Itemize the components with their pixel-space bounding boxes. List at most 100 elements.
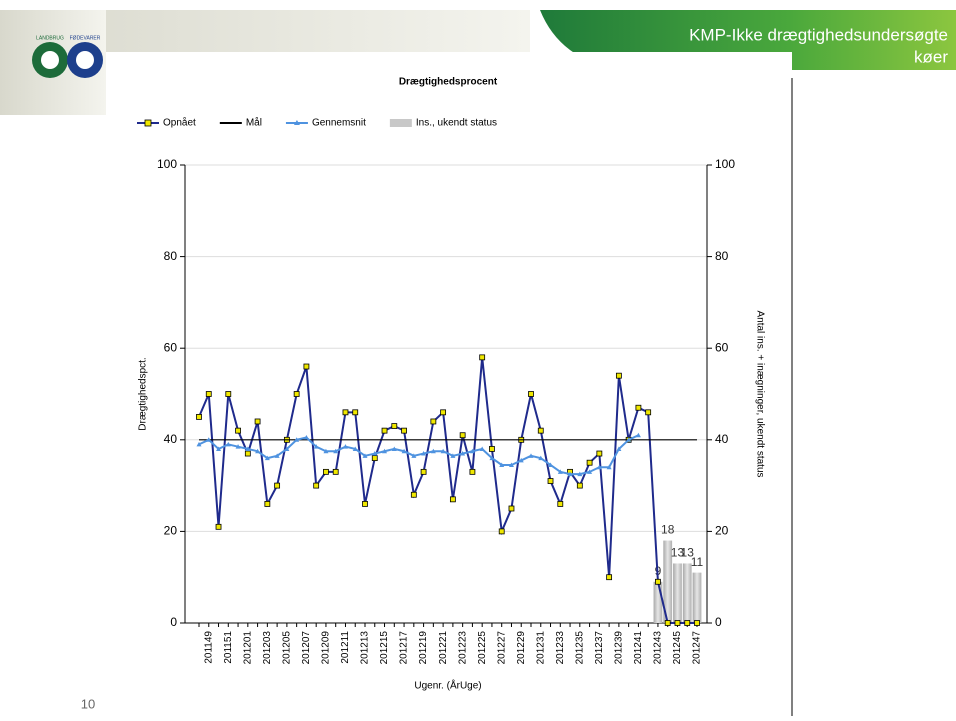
point <box>421 451 427 456</box>
x-tick-label: 201149 <box>203 631 214 664</box>
point <box>381 427 388 434</box>
y2-tick-label: 20 <box>715 524 729 538</box>
point <box>430 418 437 425</box>
x-tick-label: 201201 <box>242 631 253 665</box>
point <box>694 620 700 626</box>
point <box>528 391 534 397</box>
y2-tick-label: 40 <box>715 432 729 446</box>
point <box>489 446 495 452</box>
bar <box>682 563 692 623</box>
point <box>303 363 310 370</box>
point <box>479 354 486 361</box>
point <box>362 501 368 507</box>
x-axis-label: Ugenr. (ÅrUge) <box>414 679 481 692</box>
point <box>547 478 554 484</box>
point <box>576 482 583 489</box>
point <box>548 462 554 467</box>
point <box>616 446 622 451</box>
point <box>244 450 251 457</box>
point <box>635 404 642 411</box>
legend-marker <box>144 119 152 127</box>
x-tick-label: 201217 <box>399 631 410 665</box>
point <box>635 432 641 438</box>
bar-value-label: 18 <box>661 523 675 537</box>
point <box>537 427 544 434</box>
point <box>342 409 349 416</box>
legend-label: Gennemsnit <box>312 118 366 129</box>
y-axis-label: Drægtighedspct. <box>138 357 149 430</box>
point <box>401 427 407 434</box>
point <box>664 620 671 626</box>
point <box>596 464 602 470</box>
point <box>274 453 280 458</box>
point <box>596 450 603 457</box>
point <box>615 372 622 379</box>
bar <box>692 572 702 623</box>
bar-value-label: 11 <box>691 555 704 569</box>
point <box>313 444 319 449</box>
x-tick-label: 201227 <box>496 631 507 665</box>
point <box>440 409 447 416</box>
x-tick-label: 201243 <box>653 631 664 665</box>
y-tick-label: 40 <box>164 432 178 446</box>
line-series <box>198 434 639 476</box>
bar <box>663 540 673 623</box>
x-tick-label: 201229 <box>516 631 527 665</box>
x-tick-label: 201207 <box>301 631 312 665</box>
bar <box>653 581 663 623</box>
point <box>674 620 681 626</box>
page-number: 10 <box>81 696 95 711</box>
point <box>557 501 564 507</box>
point <box>489 455 495 461</box>
logo-circle <box>76 51 94 69</box>
point <box>401 448 407 454</box>
point <box>567 471 573 477</box>
point <box>352 446 358 451</box>
header-title: køer <box>914 47 948 66</box>
point <box>460 451 466 456</box>
x-tick-label: 201215 <box>379 631 390 665</box>
point <box>215 523 222 530</box>
point <box>235 444 241 449</box>
y2-tick-label: 100 <box>715 157 735 171</box>
point <box>205 391 212 397</box>
y-tick-label: 100 <box>157 157 177 171</box>
logo-text: FØDEVARER <box>70 35 101 41</box>
point <box>449 496 456 503</box>
point <box>557 469 563 474</box>
point <box>391 446 397 451</box>
point <box>645 409 652 416</box>
point <box>293 391 300 397</box>
legend-label: Ins., ukendt status <box>416 118 497 129</box>
bar <box>673 563 682 623</box>
point <box>538 455 544 461</box>
point <box>264 455 270 461</box>
y2-tick-label: 80 <box>715 249 729 263</box>
point <box>459 432 466 439</box>
point <box>332 468 339 475</box>
y-tick-label: 60 <box>164 340 178 354</box>
x-tick-label: 201209 <box>321 631 332 665</box>
point <box>342 444 348 449</box>
point <box>333 448 339 454</box>
line-series <box>198 357 697 624</box>
point <box>372 451 378 456</box>
point <box>655 578 661 585</box>
point <box>216 446 222 451</box>
point <box>225 391 232 397</box>
point <box>254 418 261 425</box>
point <box>274 482 281 489</box>
point <box>420 468 427 475</box>
x-tick-label: 201247 <box>692 631 703 665</box>
header-title: KMP-Ikke drægtighedsundersøgte <box>689 25 948 44</box>
point <box>303 435 309 440</box>
point <box>508 505 515 512</box>
x-tick-label: 201225 <box>477 631 488 665</box>
point <box>245 446 251 451</box>
x-tick-label: 201241 <box>633 631 644 665</box>
point <box>323 448 329 454</box>
point <box>606 464 612 470</box>
legend-label: Opnået <box>163 117 196 129</box>
point <box>508 462 514 467</box>
